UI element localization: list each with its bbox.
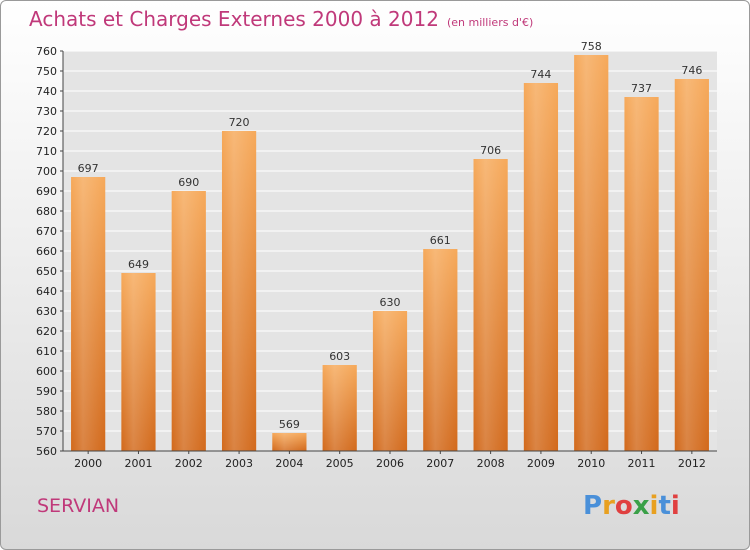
bar-highlight — [71, 177, 106, 451]
bar-highlight — [121, 273, 156, 451]
logo-letter: P — [583, 491, 603, 521]
x-tick-label: 2010 — [577, 457, 605, 470]
y-tick-label: 750 — [36, 65, 57, 78]
y-tick-label: 710 — [36, 145, 57, 158]
data-label: 706 — [480, 144, 501, 157]
y-tick-label: 670 — [36, 225, 57, 238]
bar-highlight — [624, 97, 659, 451]
x-tick-label: 2002 — [175, 457, 203, 470]
x-tick-label: 2008 — [477, 457, 505, 470]
x-tick-label: 2006 — [376, 457, 404, 470]
logo-letter: o — [614, 491, 633, 521]
logo-letter: t — [658, 491, 671, 521]
x-tick-label: 2012 — [678, 457, 706, 470]
y-tick-label: 680 — [36, 205, 57, 218]
y-tick-label: 640 — [36, 285, 57, 298]
data-label: 603 — [329, 350, 350, 363]
data-label: 758 — [581, 40, 602, 53]
x-tick-label: 2009 — [527, 457, 555, 470]
bar-highlight — [423, 249, 458, 451]
data-label: 720 — [229, 116, 250, 129]
y-tick-label: 570 — [36, 425, 57, 438]
x-tick-label: 2005 — [326, 457, 354, 470]
x-tick-label: 2011 — [628, 457, 656, 470]
x-tick-label: 2000 — [74, 457, 102, 470]
chart-title: Achats et Charges Externes 2000 à 2012 (e… — [29, 7, 533, 31]
y-tick-label: 580 — [36, 405, 57, 418]
data-label: 690 — [178, 176, 199, 189]
logo-letter: r — [602, 491, 615, 521]
y-tick-label: 660 — [36, 245, 57, 258]
logo-letter: i — [670, 491, 680, 521]
y-tick-label: 690 — [36, 185, 57, 198]
bar-highlight — [523, 83, 559, 451]
chart-subtitle: (en milliers d'€) — [446, 16, 534, 29]
y-tick-label: 720 — [36, 125, 57, 138]
y-tick-label: 630 — [36, 305, 57, 318]
bar-highlight — [171, 191, 206, 451]
x-tick-label: 2001 — [124, 457, 152, 470]
bar-highlight — [574, 55, 609, 451]
data-label: 649 — [128, 258, 149, 271]
y-tick-label: 560 — [36, 445, 57, 458]
chart-title-text: Achats et Charges Externes 2000 à 2012 — [29, 7, 439, 31]
bar-layer: 697 649 690 720 569 603 630 661 706 744 758 737 746 — [71, 40, 709, 451]
y-tick-label: 740 — [36, 85, 57, 98]
x-tick-label: 2007 — [426, 457, 454, 470]
bar-highlight — [473, 159, 508, 451]
data-label: 744 — [530, 68, 551, 81]
data-label: 697 — [78, 162, 99, 175]
bar-highlight — [322, 365, 357, 451]
data-label: 569 — [279, 418, 300, 431]
data-label: 746 — [681, 64, 702, 77]
bar-highlight — [272, 433, 307, 451]
data-label: 737 — [631, 82, 652, 95]
bar-highlight — [674, 79, 709, 451]
bar-highlight — [372, 311, 408, 451]
x-tick-label: 2003 — [225, 457, 253, 470]
data-label: 630 — [380, 296, 401, 309]
y-tick-label: 700 — [36, 165, 57, 178]
y-tick-label: 600 — [36, 365, 57, 378]
axis-layer: 560 570 580 590 600 610 620 630 640 650 660 670 680 6… — [36, 45, 717, 470]
logo-letter: x — [632, 491, 650, 521]
data-label: 661 — [430, 234, 451, 247]
bar-highlight — [221, 131, 257, 451]
place-name: SERVIAN — [37, 495, 120, 517]
logo-letter: i — [649, 491, 659, 521]
y-tick-label: 620 — [36, 325, 57, 338]
x-tick-label: 2004 — [275, 457, 303, 470]
y-tick-label: 760 — [36, 45, 57, 58]
y-tick-label: 650 — [36, 265, 57, 278]
y-tick-label: 590 — [36, 385, 57, 398]
proxiti-logo[interactable]: Proxiti — [583, 491, 680, 521]
y-tick-label: 730 — [36, 105, 57, 118]
y-tick-label: 610 — [36, 345, 57, 358]
